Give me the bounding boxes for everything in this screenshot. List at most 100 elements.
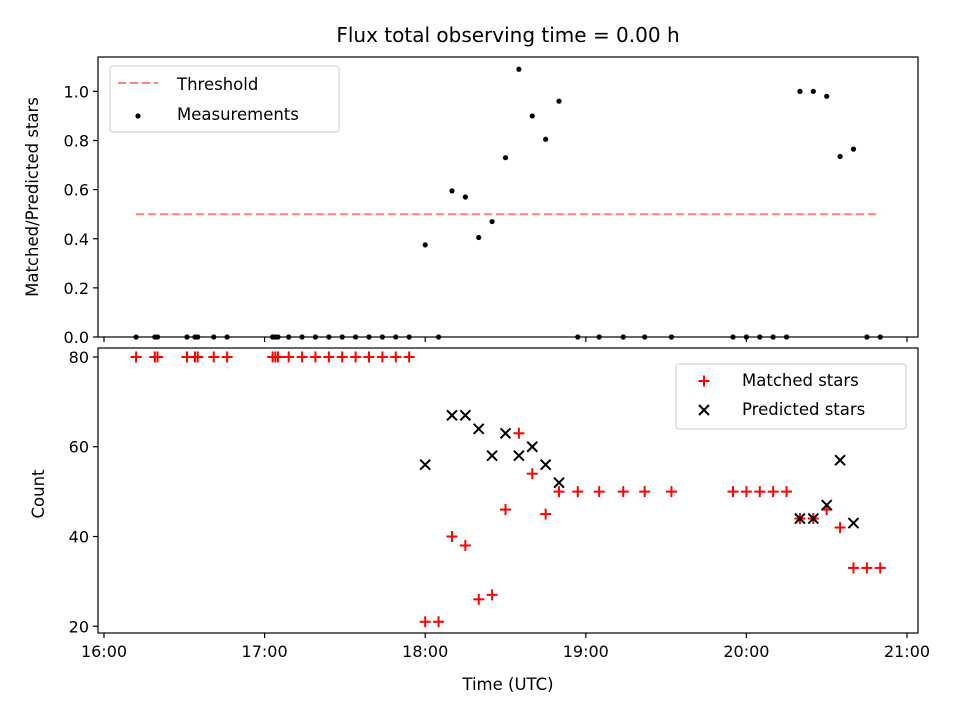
measurement-point xyxy=(422,242,428,248)
legend-predicted-label: Predicted stars xyxy=(742,400,865,419)
bottom-x-tick-label: 20:00 xyxy=(723,642,769,661)
predicted-star-point xyxy=(807,512,820,525)
top-y-tick-label: 0.8 xyxy=(64,132,89,151)
matched-star-point xyxy=(526,468,538,480)
matched-star-point xyxy=(540,508,552,520)
top-axes-frame xyxy=(97,56,919,338)
top-y-axis-label: Matched/Predicted stars xyxy=(23,97,42,297)
top-y-tick-label: 0.6 xyxy=(64,181,89,200)
top-legend-frame xyxy=(109,65,340,133)
predicted-star-point xyxy=(459,409,472,422)
bottom-y-tick-label: 60 xyxy=(69,438,89,457)
matched-star-point xyxy=(152,351,164,363)
matched-star-point xyxy=(486,589,498,601)
predicted-star-point xyxy=(794,512,806,525)
predicted-star-point xyxy=(499,427,512,439)
measurement-point xyxy=(850,146,857,152)
measurement-point xyxy=(543,136,549,142)
matched-star-point xyxy=(639,486,651,498)
predicted-star-point xyxy=(526,441,538,453)
matched-star-point xyxy=(513,427,525,439)
bottom-legend-frame xyxy=(675,363,907,430)
legend-matched-swatch xyxy=(698,375,710,387)
legend-predicted-marker xyxy=(698,404,710,416)
top-chart-title: Flux total observing time = 0.00 h xyxy=(336,23,679,47)
matched-star-point xyxy=(272,351,284,363)
matched-star-point xyxy=(130,351,142,363)
matched-star-point xyxy=(617,486,629,498)
bottom-legend: Matched stars Predicted stars xyxy=(675,363,907,430)
top-y-tick-label: 0.2 xyxy=(64,279,89,298)
predicted-star-point xyxy=(473,423,485,435)
matched-star-point xyxy=(376,351,388,363)
predicted-star-point xyxy=(446,409,458,422)
matched-star-point xyxy=(593,486,605,498)
measurement-point xyxy=(529,113,535,119)
predicted-star-point xyxy=(847,517,860,529)
matched-star-point xyxy=(323,351,335,363)
predicted-star-point xyxy=(834,454,846,466)
legend-measurements-label: Measurements xyxy=(177,105,299,124)
bottom-x-axis-label: Time (UTC) xyxy=(461,675,553,694)
bottom-x-tick-label: 16:00 xyxy=(81,642,127,661)
matched-star-point xyxy=(283,351,295,363)
bottom-axes-frame xyxy=(97,347,919,634)
matched-star-point xyxy=(781,486,793,498)
legend-threshold-label: Threshold xyxy=(176,75,258,94)
measurement-point xyxy=(476,234,482,241)
measurement-point xyxy=(810,88,816,94)
predicted-star-point xyxy=(419,458,431,471)
top-legend: Threshold Measurements xyxy=(109,65,340,133)
predicted-star-point xyxy=(486,450,498,462)
matched-star-point xyxy=(473,593,485,605)
bottom-y-axis-label: Count xyxy=(29,469,48,519)
matched-star-point xyxy=(740,486,752,498)
matched-star-point xyxy=(861,562,873,574)
matched-star-point xyxy=(433,616,445,628)
matched-star-point xyxy=(834,522,846,534)
measurement-point xyxy=(462,194,468,200)
bottom-y-tick-label: 40 xyxy=(69,528,89,547)
matched-star-point xyxy=(192,351,204,363)
bottom-x-tick-label: 19:00 xyxy=(563,642,609,661)
matched-star-point xyxy=(727,486,739,498)
legend-matched-label: Matched stars xyxy=(742,371,859,390)
legend-predicted-swatch xyxy=(698,404,710,416)
matched-star-point xyxy=(403,351,415,363)
matched-star-point xyxy=(221,351,233,363)
legend-measurements-swatch xyxy=(135,113,141,119)
top-y-tick-label: 1.0 xyxy=(64,82,89,101)
matched-star-point xyxy=(553,486,565,498)
matched-star-point xyxy=(459,539,471,551)
bottom-x-tick-label: 17:00 xyxy=(242,642,288,661)
top-y-tick-label: 0.0 xyxy=(64,328,89,347)
matched-star-point xyxy=(874,562,886,574)
predicted-star-point xyxy=(513,450,525,462)
matched-star-point xyxy=(336,351,348,363)
matched-star-point xyxy=(296,351,308,363)
predicted-star-point xyxy=(820,499,833,511)
bottom-x-tick-label: 21:00 xyxy=(884,642,930,661)
measurement-point xyxy=(837,153,843,160)
matched-star-point xyxy=(419,616,431,628)
bottom-y-tick-label: 20 xyxy=(69,617,89,636)
top-y-tick-label: 0.4 xyxy=(64,230,89,249)
matched-star-point xyxy=(363,351,375,363)
measurement-point xyxy=(797,88,803,94)
measurement-point xyxy=(449,188,455,194)
matched-star-point xyxy=(350,351,362,363)
predicted-star-point xyxy=(539,458,552,471)
predicted-star-point xyxy=(553,476,565,489)
matched-star-point xyxy=(309,351,321,363)
measurement-point xyxy=(556,98,562,104)
matched-star-point xyxy=(446,531,458,543)
matched-star-point xyxy=(390,351,402,363)
bottom-x-tick-label: 18:00 xyxy=(402,642,448,661)
matched-star-point xyxy=(572,486,584,498)
matched-star-point xyxy=(665,486,677,498)
bottom-y-tick-label: 80 xyxy=(69,348,89,367)
measurement-point xyxy=(502,155,509,161)
matched-star-point xyxy=(208,351,220,363)
bottom-plot-area: 20 40 60 80 16:00 17:00 18:00 19:00 20:00 21:00 xyxy=(69,347,930,661)
